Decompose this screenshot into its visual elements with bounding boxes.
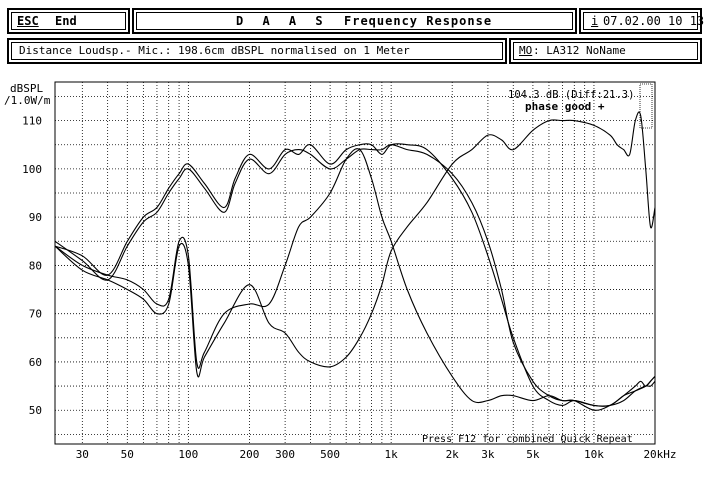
y-axis-label: dBSPL	[10, 82, 43, 95]
y-tick-label: 50	[29, 404, 42, 417]
series-lines	[54, 111, 656, 411]
model-key[interactable]: MO	[519, 44, 533, 57]
scroll-indicator-icon	[639, 83, 653, 129]
app-title: Frequency Response	[344, 14, 493, 28]
annotation-value: 104.3 dB (Diff:21.3)	[508, 89, 634, 101]
response-curve-3	[54, 148, 656, 411]
scroll-track	[639, 83, 653, 129]
datetime-text: 07.02.00 10 13	[603, 14, 705, 28]
distance-info-text: Distance Loudsp.- Mic.: 198.6cm dBSPL no…	[19, 44, 410, 57]
y-axis-unit-label: /1.0W/m	[4, 94, 51, 107]
x-tick-label: 3k	[481, 448, 495, 461]
x-tick-labels: 30 50 100 200 300 500 1k 2k 3k 5k 10k 20kHz	[76, 448, 677, 461]
y-tick-label: 60	[29, 356, 42, 369]
response-curve-2	[54, 144, 656, 407]
y-tick-labels: 50 60 70 80 90 100 110	[22, 115, 42, 418]
title-box: D A A S Frequency Response	[132, 8, 577, 34]
datetime-box: i 07.02.00 10 13	[579, 8, 705, 34]
distance-info-box: Distance Loudsp.- Mic.: 198.6cm dBSPL no…	[7, 38, 507, 64]
app-title-spaced: D A A S	[236, 14, 329, 28]
x-tick-label: 10k	[584, 448, 604, 461]
y-tick-label: 90	[29, 211, 42, 224]
model-box[interactable]: MO : LA312 NoName	[509, 38, 702, 64]
y-tick-label: 70	[29, 308, 42, 321]
footer-hint: Press F12 for combined Quick Repeat	[422, 434, 633, 445]
response-curve-4	[54, 111, 656, 378]
response-curve-1	[54, 143, 656, 407]
info-key[interactable]: i	[591, 14, 599, 28]
x-tick-label: 300	[275, 448, 295, 461]
x-tick-label: 2k	[446, 448, 460, 461]
x-tick-label: 1k	[385, 448, 399, 461]
y-tick-label: 110	[22, 115, 42, 128]
x-tick-label: 200	[239, 448, 259, 461]
esc-end-box[interactable]: ESC End	[7, 8, 130, 34]
x-tick-label: 20kHz	[643, 448, 676, 461]
x-tick-label: 500	[320, 448, 340, 461]
x-tick-label: 30	[76, 448, 89, 461]
plot-frame	[54, 81, 656, 445]
model-value: : LA312 NoName	[533, 44, 626, 57]
y-tick-label: 80	[29, 259, 42, 272]
x-tick-label: 50	[121, 448, 134, 461]
esc-button[interactable]: ESC	[17, 14, 39, 28]
chart-grid	[55, 82, 656, 444]
x-tick-label: 100	[178, 448, 198, 461]
y-tick-label: 100	[22, 163, 42, 176]
x-tick-label: 5k	[526, 448, 540, 461]
end-label: End	[55, 14, 77, 28]
annotation-phase: phase good +	[525, 100, 605, 113]
